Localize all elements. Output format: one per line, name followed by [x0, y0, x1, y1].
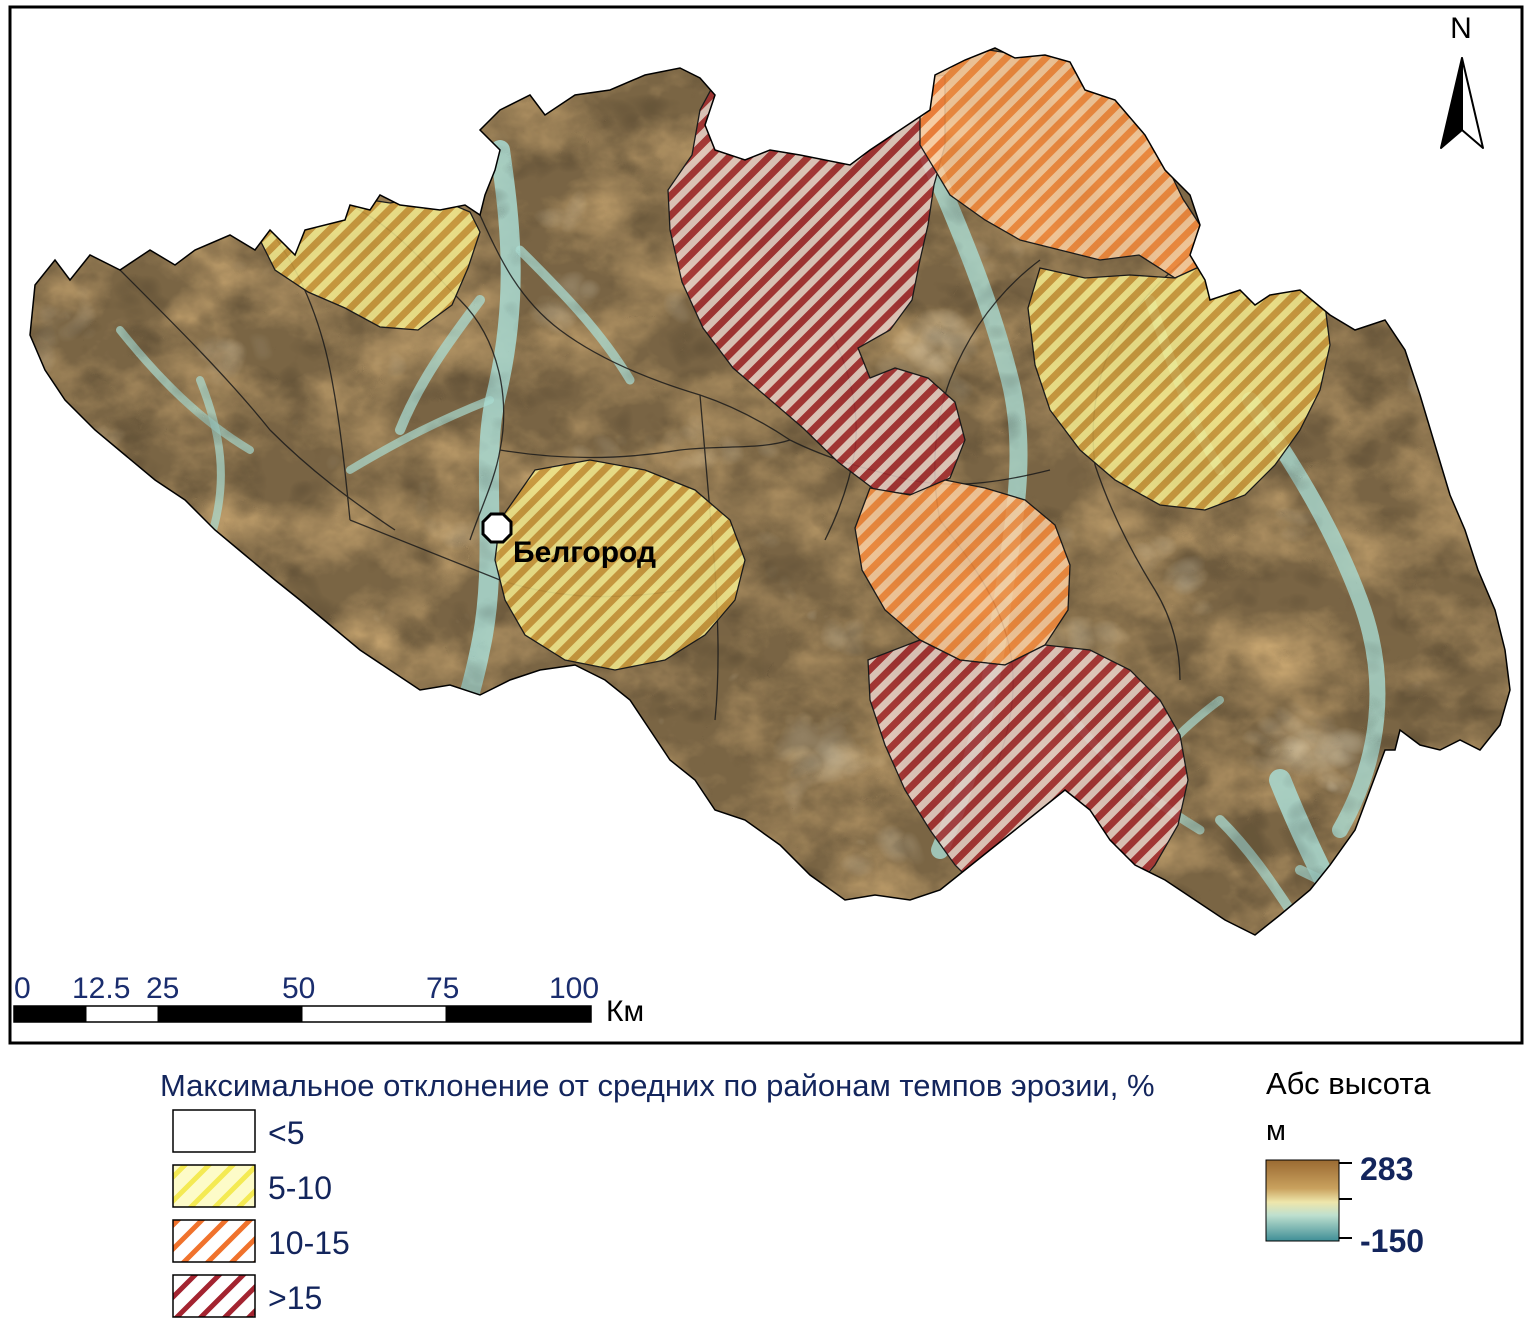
- svg-text:10-15: 10-15: [268, 1225, 350, 1261]
- svg-text:283: 283: [1360, 1151, 1413, 1187]
- svg-text:-150: -150: [1360, 1223, 1424, 1259]
- svg-text:12.5: 12.5: [72, 972, 130, 1005]
- svg-text:50: 50: [282, 972, 315, 1005]
- svg-text:м: м: [1266, 1115, 1286, 1147]
- svg-text:Максимальное отклонение от сре: Максимальное отклонение от средних по ра…: [160, 1068, 1155, 1103]
- svg-text:<5: <5: [268, 1115, 304, 1151]
- svg-text:Абс высота: Абс высота: [1266, 1066, 1431, 1101]
- svg-text:5-10: 5-10: [268, 1170, 332, 1206]
- svg-text:100: 100: [549, 972, 599, 1005]
- svg-text:75: 75: [426, 972, 459, 1005]
- svg-text:0: 0: [14, 972, 31, 1005]
- svg-text:>15: >15: [268, 1280, 322, 1316]
- svg-text:Белгород: Белгород: [513, 536, 656, 569]
- svg-text:25: 25: [146, 972, 179, 1005]
- svg-text:N: N: [1450, 12, 1472, 45]
- svg-text:Км: Км: [606, 995, 644, 1028]
